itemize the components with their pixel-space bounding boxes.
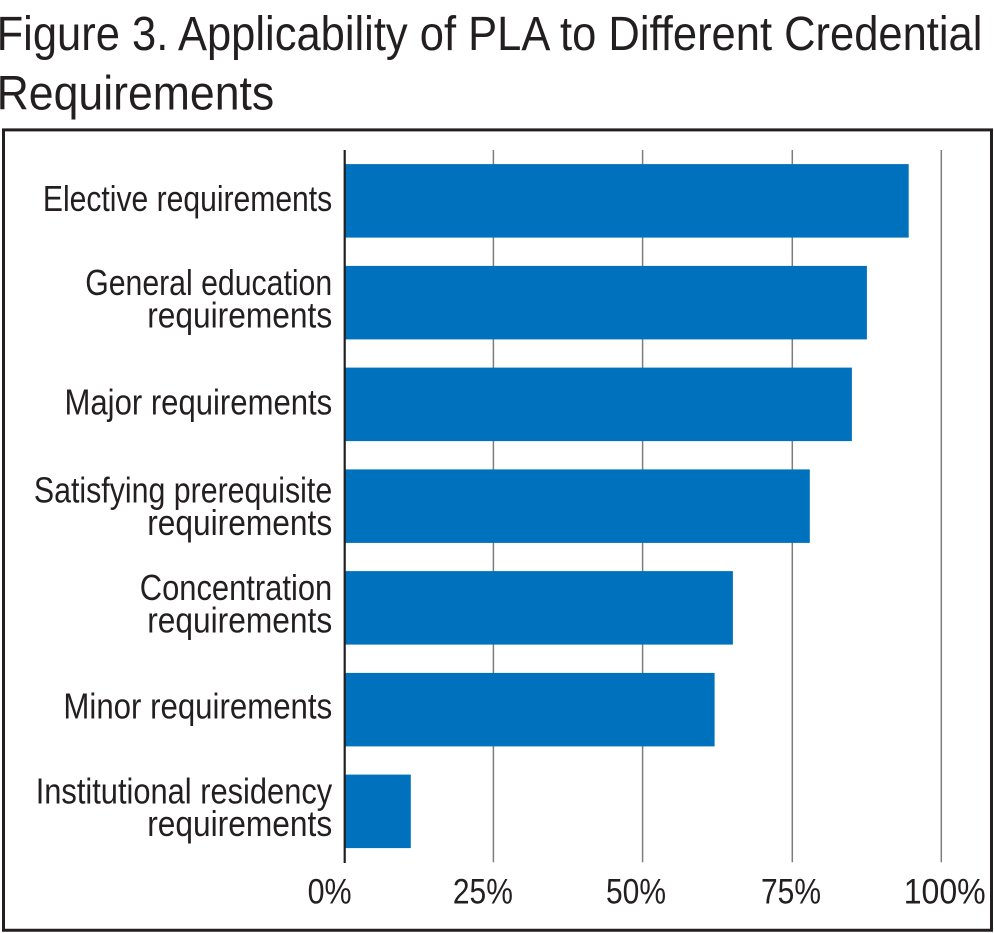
svg-text:requirements: requirements xyxy=(147,600,332,641)
svg-text:75%: 75% xyxy=(761,873,821,912)
svg-text:Elective requirements: Elective requirements xyxy=(43,178,332,219)
svg-text:Concentration: Concentration xyxy=(140,567,332,608)
svg-text:0%: 0% xyxy=(308,873,352,912)
svg-text:requirements: requirements xyxy=(147,803,332,844)
svg-text:Requirements: Requirements xyxy=(0,67,274,120)
svg-text:Institutional residency: Institutional residency xyxy=(36,771,333,812)
svg-text:requirements: requirements xyxy=(147,295,332,336)
svg-text:50%: 50% xyxy=(606,873,666,912)
svg-text:Figure 3. Applicability of PLA: Figure 3. Applicability of PLA to Differ… xyxy=(0,8,982,61)
svg-text:requirements: requirements xyxy=(147,502,332,543)
svg-text:100%: 100% xyxy=(904,873,986,912)
svg-text:Satisfying prerequisite: Satisfying prerequisite xyxy=(34,469,332,510)
svg-text:Minor requirements: Minor requirements xyxy=(63,685,332,726)
svg-text:Major requirements: Major requirements xyxy=(65,382,333,423)
svg-text:25%: 25% xyxy=(453,873,513,912)
svg-text:General education: General education xyxy=(85,262,332,303)
